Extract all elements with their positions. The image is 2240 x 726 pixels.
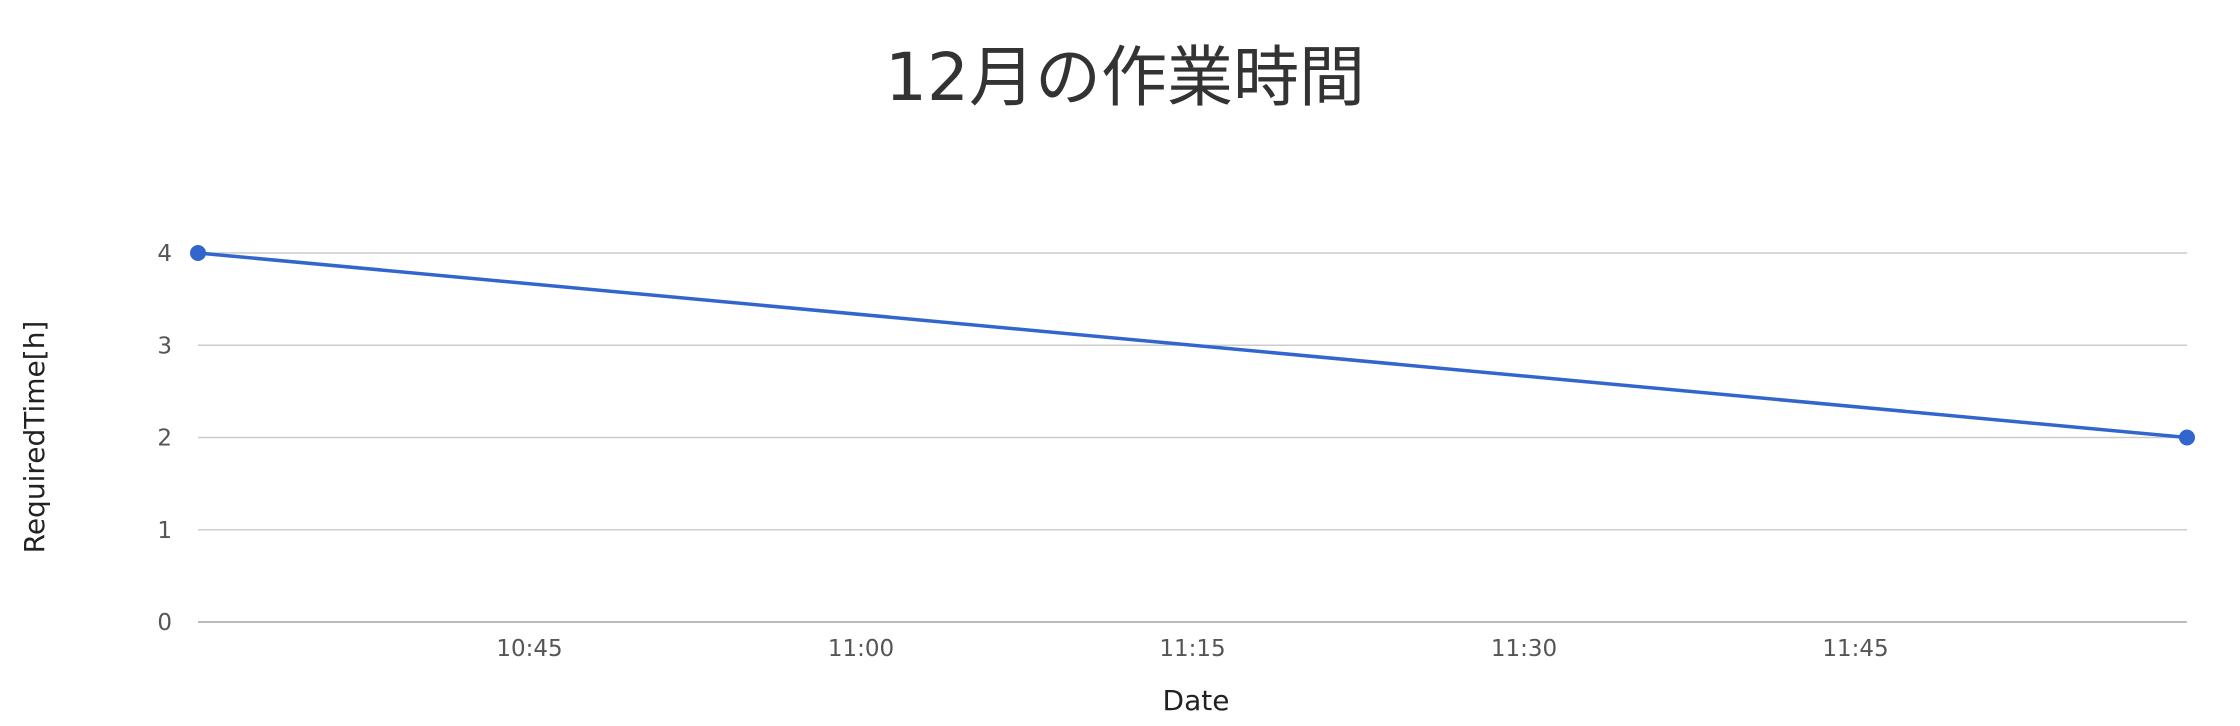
x-tick-label-0: 10:45 [496,636,562,662]
y-axis-label: RequiredTime[h] [18,321,51,554]
series-layer [190,245,2195,446]
x-tick-labels: 10:45 11:00 11:15 11:30 11:45 [496,636,1888,662]
y-tick-label-0: 0 [157,610,172,636]
x-tick-label-1: 11:00 [828,636,894,662]
y-tick-labels: 0 1 2 3 4 [157,241,172,636]
x-tick-label-3: 11:30 [1491,636,1557,662]
x-axis-label: Date [1163,684,1230,717]
y-tick-label-3: 3 [157,333,172,359]
y-tick-label-2: 2 [157,426,172,452]
y-tick-label-4: 4 [157,241,172,267]
series-line-0 [197,251,2188,440]
x-tick-label-2: 11:15 [1159,636,1225,662]
chart-title: 12月の作業時間 [885,39,1365,116]
x-tick-label-4: 11:45 [1822,636,1888,662]
y-tick-label-1: 1 [157,518,172,544]
data-point-0-0 [190,245,206,261]
grid-lines [198,252,2187,623]
data-point-0-1 [2179,429,2195,446]
